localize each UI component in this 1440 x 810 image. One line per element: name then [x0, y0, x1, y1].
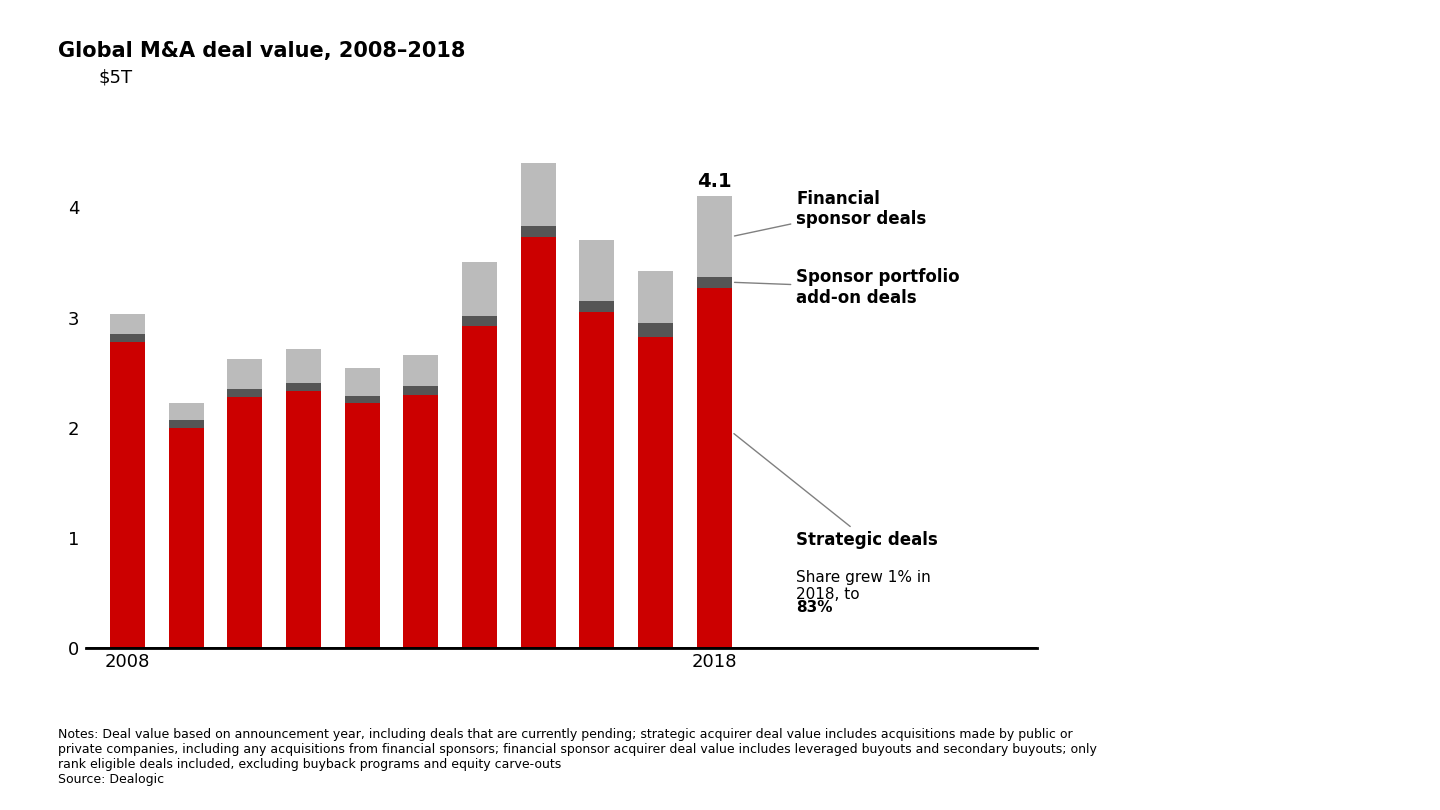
Text: Sponsor portfolio
add-on deals: Sponsor portfolio add-on deals — [734, 268, 960, 307]
Bar — [638, 323, 672, 337]
Text: Global M&A deal value, 2008–2018: Global M&A deal value, 2008–2018 — [58, 40, 465, 61]
Bar — [168, 403, 203, 420]
Bar — [228, 397, 262, 648]
Bar — [520, 237, 556, 648]
Bar — [228, 360, 262, 389]
Bar — [579, 241, 615, 301]
Bar — [287, 349, 321, 382]
Text: 4.1: 4.1 — [697, 172, 732, 191]
Bar — [638, 337, 672, 648]
Bar — [403, 386, 438, 394]
Bar — [344, 396, 380, 403]
Bar — [228, 389, 262, 397]
Bar — [403, 394, 438, 648]
Text: 83%: 83% — [796, 600, 832, 616]
Bar — [168, 420, 203, 428]
Bar — [344, 369, 380, 396]
Text: Notes: Deal value based on announcement year, including deals that are currently: Notes: Deal value based on announcement … — [58, 727, 1096, 786]
Bar — [168, 428, 203, 648]
Bar — [109, 314, 145, 334]
Bar — [697, 196, 732, 277]
Bar — [109, 342, 145, 648]
Bar — [287, 391, 321, 648]
Text: Strategic deals: Strategic deals — [734, 433, 937, 549]
Bar — [462, 262, 497, 317]
Text: Financial
sponsor deals: Financial sponsor deals — [734, 190, 926, 236]
Text: Share grew 1% in
2018, to: Share grew 1% in 2018, to — [796, 569, 932, 602]
Bar — [520, 226, 556, 237]
Bar — [287, 382, 321, 391]
Bar — [462, 326, 497, 648]
Bar — [638, 271, 672, 323]
Bar — [403, 355, 438, 386]
Bar — [579, 301, 615, 312]
Bar — [579, 312, 615, 648]
Text: $5T: $5T — [98, 68, 132, 86]
Bar — [520, 164, 556, 226]
Bar — [697, 288, 732, 648]
Bar — [697, 277, 732, 288]
Bar — [462, 317, 497, 326]
Bar — [109, 334, 145, 342]
Bar — [344, 403, 380, 648]
